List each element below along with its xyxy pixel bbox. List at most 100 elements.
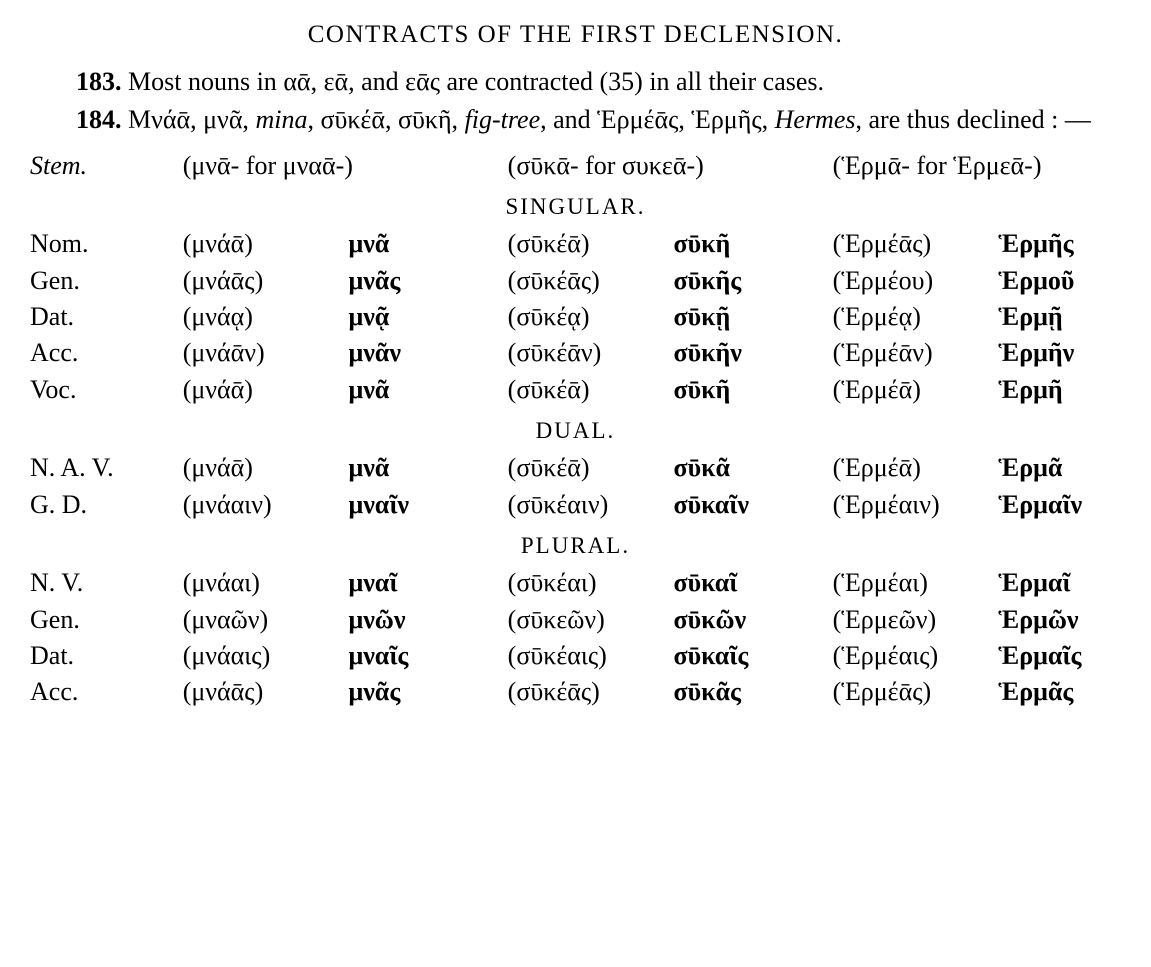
- paren-form: (μνάαις): [181, 638, 347, 674]
- contracted-form: σῡκῇ: [671, 299, 798, 335]
- case-label: Acc.: [28, 335, 181, 371]
- case-label: N. V.: [28, 565, 181, 601]
- paren-form: (Ἑρμεῶν): [831, 602, 997, 638]
- table-row: Acc.(μνάᾱν)μνᾶν (σῡκέᾱν)σῡκῆν (Ἑρμέᾱν)Ἑρμῆ…: [28, 335, 1123, 371]
- section-number: 184.: [76, 105, 122, 134]
- contracted-form: Ἑρμαῖ: [996, 565, 1123, 601]
- paren-form: (Ἑρμέᾱν): [831, 335, 997, 371]
- case-label: Dat.: [28, 299, 181, 335]
- paren-form: (μνάᾱς): [181, 674, 347, 710]
- case-label: N. A. V.: [28, 450, 181, 486]
- paren-form: (Ἑρμέαις): [831, 638, 997, 674]
- paragraph-183: 183. Most nouns in αᾱ, εᾱ, and εᾱς are c…: [28, 65, 1123, 99]
- page-title: CONTRACTS OF THE FIRST DECLENSION.: [28, 18, 1123, 51]
- paren-form: (σῡκέᾱν): [506, 335, 672, 371]
- text: Most nouns in: [122, 67, 284, 96]
- paren-form: (σῡκέαι): [506, 565, 672, 601]
- contracted-form: Ἑρμᾶς: [996, 674, 1123, 710]
- table-row: Dat.(μνάᾳ)μνᾷ(σῡκέᾳ)σῡκῇ(Ἑρμέᾳ)Ἑρμῇ: [28, 299, 1123, 335]
- paren-form: (Ἑρμέᾳ): [831, 299, 997, 335]
- table-row: Voc.(μνάᾱ)μνᾶ(σῡκέᾱ)σῡκῆ(Ἑρμέᾱ)Ἑρμῆ: [28, 372, 1123, 408]
- declension-table: Stem.(μνᾱ- for μναᾱ-) (σῡκᾱ- for συκεᾱ-) (…: [28, 148, 1123, 711]
- paren-form: (Ἑρμέᾱς): [831, 674, 997, 710]
- paren-form: (μνάαιν): [181, 487, 347, 523]
- contracted-form: σῡκῆν: [671, 335, 798, 371]
- contracted-form: Ἑρμαῖς: [996, 638, 1123, 674]
- contracted-form: σῡκαῖ: [671, 565, 798, 601]
- contracted-form: σῡκαῖς: [671, 638, 798, 674]
- paren-form: (σῡκέᾱς): [506, 263, 672, 299]
- section-heading: PLURAL.: [28, 523, 1123, 565]
- case-label: Gen.: [28, 263, 181, 299]
- paren-form: (Ἑρμέᾱ): [831, 372, 997, 408]
- table-row: Nom.(μνάᾱ)μνᾶ(σῡκέᾱ)σῡκῆ(Ἑρμέᾱς)Ἑρμῆς: [28, 226, 1123, 262]
- paren-form: (Ἑρμέου): [831, 263, 997, 299]
- greek: εᾱ: [324, 67, 349, 96]
- paren-form: (μνάᾱ): [181, 226, 347, 262]
- case-label: Dat.: [28, 638, 181, 674]
- contracted-form: μναῖν: [346, 487, 473, 523]
- table-row: Gen.(μνάᾱς)μνᾶς(σῡκέᾱς)σῡκῆς(Ἑρμέου)Ἑρμο…: [28, 263, 1123, 299]
- contracted-form: μναῖ: [346, 565, 473, 601]
- paren-form: (μνάᾱ): [181, 450, 347, 486]
- paren-form: (σῡκέᾱ): [506, 450, 672, 486]
- contracted-form: Ἑρμᾶ: [996, 450, 1123, 486]
- text: , are thus declined : —: [856, 105, 1091, 134]
- contracted-form: Ἑρμῆς: [996, 226, 1123, 262]
- contracted-form: Ἑρμῶν: [996, 602, 1123, 638]
- table-row: N. V.(μνάαι)μναῖ(σῡκέαι)σῡκαῖ(Ἑρμέαι)Ἑρμ…: [28, 565, 1123, 601]
- stem-label: Stem.: [28, 148, 181, 184]
- section-number: 183.: [76, 67, 122, 96]
- contracted-form: μνᾶ: [346, 226, 473, 262]
- case-label: Nom.: [28, 226, 181, 262]
- contracted-form: Ἑρμοῦ: [996, 263, 1123, 299]
- paren-form: (σῡκέᾱ): [506, 226, 672, 262]
- contracted-form: σῡκᾶς: [671, 674, 798, 710]
- contracted-form: μνᾶς: [346, 674, 473, 710]
- contracted-form: μνῶν: [346, 602, 473, 638]
- text: , and: [348, 67, 405, 96]
- greek: , and Ἑρμέᾱς, Ἑρμῆς,: [540, 105, 775, 134]
- contracted-form: σῡκῆς: [671, 263, 798, 299]
- table-row: Dat.(μνάαις)μναῖς(σῡκέαις)σῡκαῖς(Ἑρμέαις…: [28, 638, 1123, 674]
- contracted-form: Ἑρμῆν: [996, 335, 1123, 371]
- greek: Μνάᾱ, μνᾶ,: [122, 105, 256, 134]
- text: are contracted (35) in all their cases.: [440, 67, 824, 96]
- gloss: Hermes: [775, 105, 856, 134]
- paren-form: (Ἑρμέαι): [831, 565, 997, 601]
- paren-form: (σῡκέᾱς): [506, 674, 672, 710]
- contracted-form: σῡκῆ: [671, 372, 798, 408]
- section-heading: SINGULAR.: [28, 184, 1123, 226]
- case-label: Voc.: [28, 372, 181, 408]
- stem-col1: (μνᾱ- for μναᾱ-): [181, 148, 473, 184]
- table-row: N. A. V.(μνάᾱ)μνᾶ (σῡκέᾱ)σῡκᾶ (Ἑρμέᾱ)Ἑρμᾶ: [28, 450, 1123, 486]
- table-row: Acc.(μνάᾱς)μνᾶς (σῡκέᾱς)σῡκᾶς (Ἑρμέᾱς)Ἑρμᾶ…: [28, 674, 1123, 710]
- paren-form: (σῡκεῶν): [506, 602, 672, 638]
- contracted-form: μνᾷ: [346, 299, 473, 335]
- contracted-form: μνᾶν: [346, 335, 473, 371]
- table-row: G. D.(μνάαιν)μναῖν(σῡκέαιν)σῡκαῖν(Ἑρμέαι…: [28, 487, 1123, 523]
- paren-form: (σῡκέᾳ): [506, 299, 672, 335]
- paren-form: (Ἑρμέᾱ): [831, 450, 997, 486]
- case-label: Acc.: [28, 674, 181, 710]
- greek: αᾱ: [283, 67, 310, 96]
- paren-form: (μναῶν): [181, 602, 347, 638]
- case-label: Gen.: [28, 602, 181, 638]
- contracted-form: σῡκᾶ: [671, 450, 798, 486]
- paren-form: (Ἑρμέᾱς): [831, 226, 997, 262]
- contracted-form: μνᾶς: [346, 263, 473, 299]
- paragraph-184: 184. Μνάᾱ, μνᾶ, mina, σῡκέᾱ, σῡκῆ, fig-t…: [28, 103, 1123, 137]
- contracted-form: σῡκῶν: [671, 602, 798, 638]
- stem-col3: (Ἑρμᾱ- for Ἑρμεᾱ-): [831, 148, 1123, 184]
- greek: εᾱς: [405, 67, 440, 96]
- contracted-form: μνᾶ: [346, 450, 473, 486]
- contracted-form: Ἑρμαῖν: [996, 487, 1123, 523]
- gloss: fig-tree: [465, 105, 541, 134]
- paren-form: (Ἑρμέαιν): [831, 487, 997, 523]
- paren-form: (μνάᾱ): [181, 372, 347, 408]
- text: ,: [311, 67, 324, 96]
- section-heading: DUAL.: [28, 408, 1123, 450]
- stem-col2: (σῡκᾱ- for συκεᾱ-): [506, 148, 798, 184]
- paren-form: (μνάᾱν): [181, 335, 347, 371]
- paren-form: (σῡκέᾱ): [506, 372, 672, 408]
